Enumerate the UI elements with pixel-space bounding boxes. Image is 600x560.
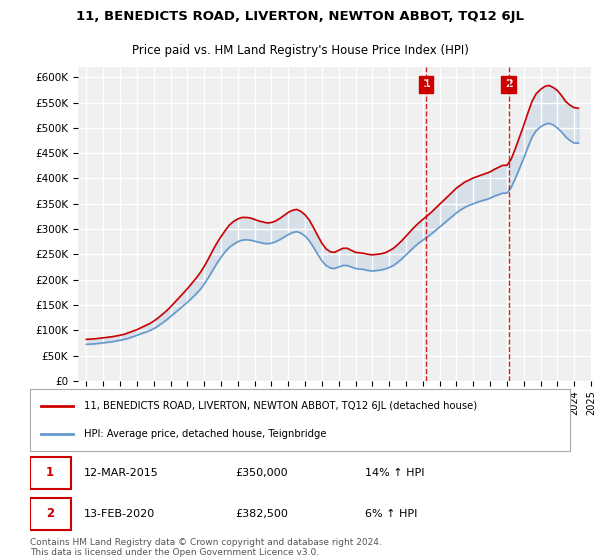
Text: 2: 2 bbox=[46, 507, 54, 520]
Text: 12-MAR-2015: 12-MAR-2015 bbox=[84, 468, 159, 478]
Text: HPI: Average price, detached house, Teignbridge: HPI: Average price, detached house, Teig… bbox=[84, 428, 326, 438]
Text: 13-FEB-2020: 13-FEB-2020 bbox=[84, 508, 155, 519]
Text: £382,500: £382,500 bbox=[235, 508, 288, 519]
Text: 6% ↑ HPI: 6% ↑ HPI bbox=[365, 508, 417, 519]
Text: 1: 1 bbox=[422, 80, 430, 90]
Text: 11, BENEDICTS ROAD, LIVERTON, NEWTON ABBOT, TQ12 6JL: 11, BENEDICTS ROAD, LIVERTON, NEWTON ABB… bbox=[76, 10, 524, 24]
FancyBboxPatch shape bbox=[30, 457, 71, 489]
Text: Contains HM Land Registry data © Crown copyright and database right 2024.
This d: Contains HM Land Registry data © Crown c… bbox=[30, 538, 382, 557]
Text: Price paid vs. HM Land Registry's House Price Index (HPI): Price paid vs. HM Land Registry's House … bbox=[131, 44, 469, 57]
Text: 14% ↑ HPI: 14% ↑ HPI bbox=[365, 468, 424, 478]
FancyBboxPatch shape bbox=[30, 498, 71, 530]
Text: 11, BENEDICTS ROAD, LIVERTON, NEWTON ABBOT, TQ12 6JL (detached house): 11, BENEDICTS ROAD, LIVERTON, NEWTON ABB… bbox=[84, 402, 477, 412]
Text: 1: 1 bbox=[46, 466, 54, 479]
Text: £350,000: £350,000 bbox=[235, 468, 288, 478]
Text: 2: 2 bbox=[505, 80, 512, 90]
